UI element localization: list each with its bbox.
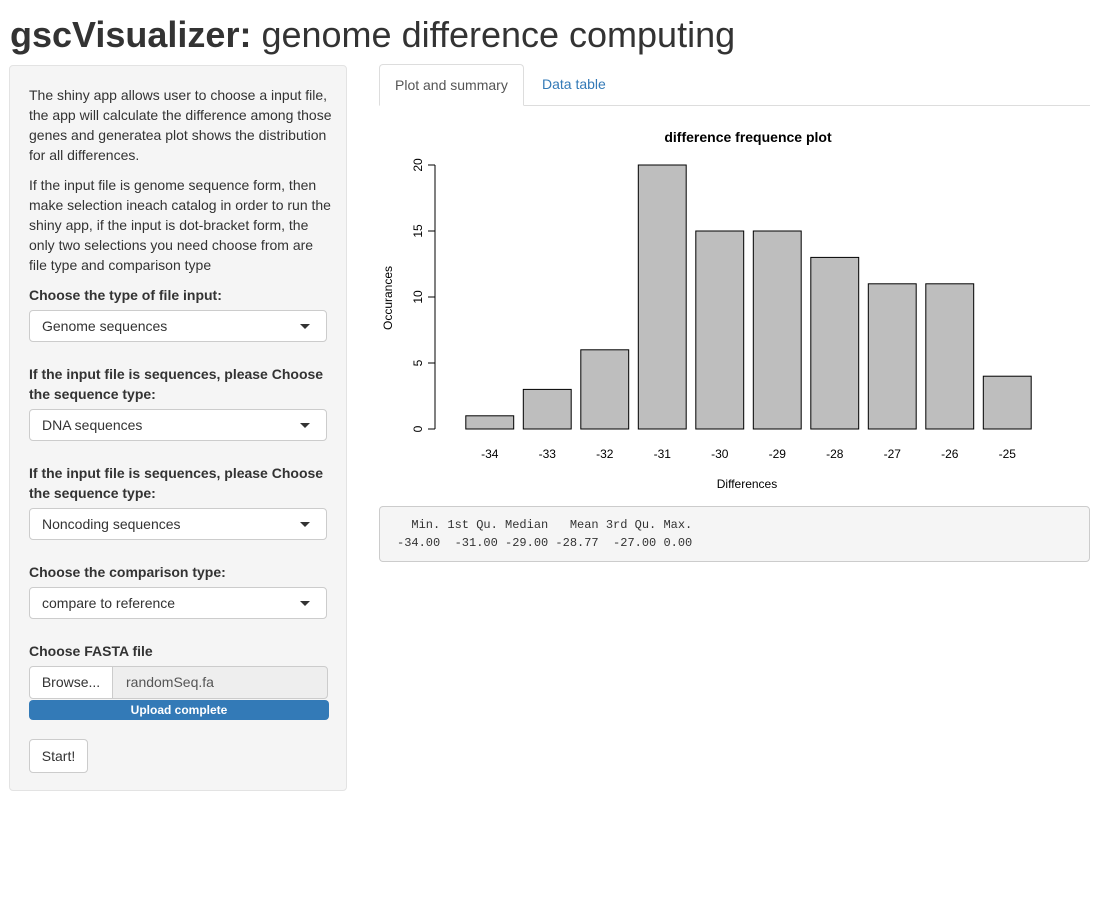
chart-title: difference frequence plot (664, 129, 832, 145)
chart-x-tick-label: -25 (999, 447, 1017, 461)
sequence-type-label-1: If the input file is sequences, please C… (29, 366, 324, 402)
sequence-type-select-2[interactable]: Noncoding sequences (29, 508, 327, 540)
chart-bar (752, 230, 802, 430)
upload-progress-bar: Upload complete (29, 700, 329, 720)
chart-y-tick-label: 5 (411, 359, 425, 366)
app-subtitle: genome difference computing (261, 14, 736, 55)
chart-bar (925, 283, 975, 430)
chart-x-tick-label: -32 (596, 447, 614, 461)
chart-bar (580, 349, 630, 430)
chart-x-tick-label: -26 (941, 447, 959, 461)
sequence-type-label-2: If the input file is sequences, please C… (29, 465, 324, 501)
chart-x-tick-label: -30 (711, 447, 729, 461)
chart-bar (522, 388, 572, 430)
chart-x-axis-label: Differences (717, 477, 777, 491)
description-paragraph-2: If the input file is genome sequence for… (29, 177, 331, 273)
comparison-type-select[interactable]: compare to reference (29, 587, 327, 619)
tab-bar: Plot and summary Data table (379, 64, 1090, 106)
chart-y-tick-label: 15 (411, 224, 425, 238)
upload-progress: Upload complete (29, 700, 329, 720)
chart-x-tick-label: -29 (769, 447, 787, 461)
app-name: gscVisualizer: (10, 14, 252, 55)
comparison-type-value: compare to reference (42, 595, 176, 611)
sidebar-panel: The shiny app allows user to choose a in… (9, 65, 347, 791)
sequence-type-value-1: DNA sequences (42, 417, 143, 433)
chevron-down-icon (300, 324, 310, 329)
chart-bar (465, 415, 515, 430)
chart-bar (982, 375, 1032, 430)
file-type-select[interactable]: Genome sequences (29, 310, 327, 342)
summary-value-row: -34.00 -31.00 -29.00 -28.77 -27.00 0.00 (397, 536, 693, 550)
difference-frequency-chart: difference frequence plot Differences Oc… (381, 129, 1032, 491)
comparison-type-label: Choose the comparison type: (29, 564, 226, 580)
chart-y-axis-label: Occurances (381, 266, 395, 330)
summary-header-row: Min. 1st Qu. Median Mean 3rd Qu. Max. (397, 518, 693, 532)
chart-bar (695, 230, 745, 430)
sequence-type-value-2: Noncoding sequences (42, 516, 181, 532)
page-title: gscVisualizer: genome difference computi… (10, 13, 735, 57)
file-type-value: Genome sequences (42, 318, 168, 334)
chevron-down-icon (300, 601, 310, 606)
chart-x-tick-label: -33 (539, 447, 557, 461)
browse-button[interactable]: Browse... (29, 666, 113, 699)
chart-x-tick-label: -31 (654, 447, 672, 461)
chevron-down-icon (300, 423, 310, 428)
chart-x-tick-label: -34 (481, 447, 499, 461)
filename-field[interactable]: randomSeq.fa (112, 666, 328, 699)
sequence-type-select-1[interactable]: DNA sequences (29, 409, 327, 441)
tab-plot-and-summary[interactable]: Plot and summary (379, 64, 524, 106)
summary-output: Min. 1st Qu. Median Mean 3rd Qu. Max. -3… (379, 506, 1090, 562)
chart-bar (810, 256, 860, 430)
chart-bar (637, 164, 687, 430)
chevron-down-icon (300, 522, 310, 527)
start-button[interactable]: Start! (29, 739, 88, 773)
chart-bar (867, 283, 917, 430)
chart-y-tick-label: 0 (411, 425, 425, 432)
description-paragraph-1: The shiny app allows user to choose a in… (29, 87, 332, 163)
chart-x-tick-label: -27 (884, 447, 902, 461)
file-type-label: Choose the type of file input: (29, 287, 222, 303)
chart-y-tick-label: 10 (411, 290, 425, 304)
tab-data-table[interactable]: Data table (542, 76, 606, 92)
chart-y-tick-label: 20 (411, 158, 425, 172)
fasta-label: Choose FASTA file (29, 643, 153, 659)
chart-x-tick-label: -28 (826, 447, 844, 461)
file-input: Browse... randomSeq.fa (29, 666, 328, 699)
